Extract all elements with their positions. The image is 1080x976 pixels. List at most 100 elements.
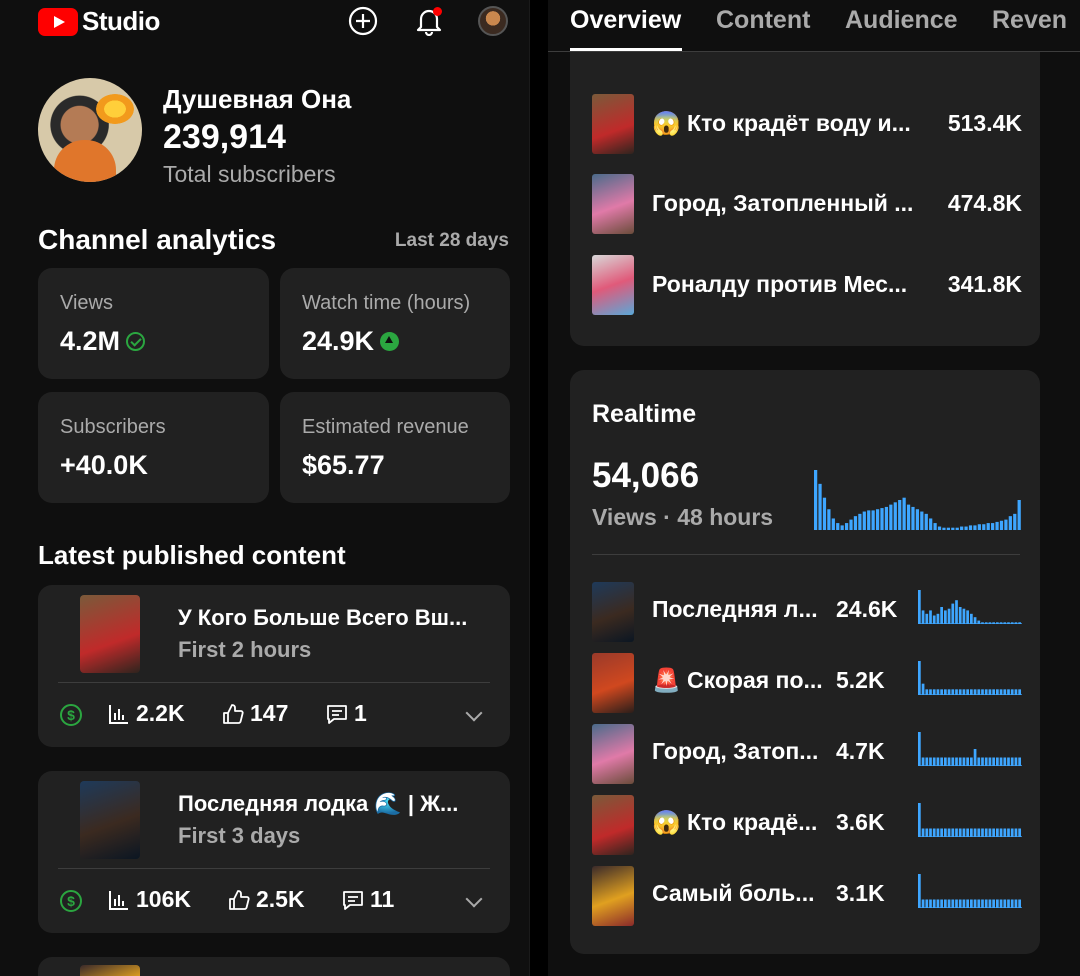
chart-bar — [1010, 622, 1014, 624]
chart-bar — [929, 828, 932, 837]
video-thumbnail[interactable] — [80, 595, 140, 673]
metric-card-revenue[interactable]: Estimated revenue $65.77 — [280, 392, 510, 503]
video-title: Город, Затопленный ... — [652, 190, 914, 216]
comment-icon — [343, 890, 363, 910]
chart-bar — [918, 732, 921, 766]
chart-bar — [925, 899, 929, 908]
chart-bar — [1014, 622, 1018, 624]
chevron-down-icon[interactable] — [465, 704, 483, 722]
divider — [592, 554, 1020, 555]
content-card[interactable]: У Кого Больше Всего Вш... First 2 hours … — [38, 585, 510, 747]
studio-logo[interactable]: Studio — [38, 6, 160, 37]
tab-overview[interactable]: Overview — [570, 6, 682, 34]
video-thumbnail — [592, 582, 634, 642]
top-video-row[interactable]: Город, Затопленный ... 474.8K — [592, 174, 1022, 236]
realtime-video-row[interactable]: 🚨 Скорая по... 5.2K — [592, 653, 1022, 713]
chart-bar — [966, 899, 969, 908]
chart-bar — [925, 613, 929, 624]
realtime-video-row[interactable]: Последняя л... 24.6K — [592, 582, 1022, 642]
chart-bar — [977, 689, 981, 695]
chart-bar — [988, 622, 992, 624]
divider — [58, 682, 490, 683]
top-video-row[interactable]: Роналду против Мес... 341.8K — [592, 255, 1022, 317]
chart-bar — [940, 899, 943, 908]
chart-bar — [988, 899, 992, 908]
channel-analytics-title: Channel analytics — [38, 224, 277, 255]
video-thumbnail[interactable] — [80, 781, 140, 859]
monetization-dollar-icon: $ — [60, 890, 82, 912]
chart-bar — [921, 683, 925, 695]
metric-card-subscribers[interactable]: Subscribers +40.0K — [38, 392, 269, 503]
chart-bar — [986, 523, 990, 530]
chart-bar — [1010, 828, 1014, 837]
video-thumbnail[interactable] — [80, 965, 140, 976]
total-subscribers-count: 239,914 — [163, 118, 286, 156]
chart-bar — [921, 899, 925, 908]
chart-bar — [932, 899, 936, 908]
chart-bar — [1007, 828, 1010, 837]
chart-bar — [992, 689, 995, 695]
tab-revenue[interactable]: Reven — [992, 6, 1068, 34]
chart-bar — [981, 757, 984, 766]
video-views: 24.6K — [836, 596, 898, 622]
chart-bar — [1014, 899, 1018, 908]
bar-chart-icon — [109, 704, 128, 724]
realtime-card[interactable]: Realtime 54,066 Views · 48 hours Последн… — [570, 370, 1040, 954]
chart-bar — [918, 661, 921, 695]
chart-bar — [984, 622, 988, 624]
realtime-video-row[interactable]: Город, Затоп... 4.7K — [592, 724, 1022, 784]
video-thumbnail — [592, 174, 634, 234]
notifications-bell-icon[interactable] — [412, 4, 446, 38]
video-views: 341.8K — [947, 271, 1022, 297]
chart-bar — [915, 509, 920, 530]
account-avatar[interactable] — [476, 4, 510, 38]
chart-bar — [964, 526, 968, 530]
metric-card-views[interactable]: Views 4.2M — [38, 268, 269, 379]
analytics-tabs: Overview Content Audience Reven — [548, 0, 1080, 52]
tab-content[interactable]: Content — [716, 6, 811, 34]
chart-bar — [955, 600, 958, 624]
chart-bar — [962, 899, 966, 908]
chart-bar — [996, 828, 999, 837]
chart-bar — [1008, 516, 1012, 530]
chart-bar — [996, 757, 999, 766]
chart-bar — [898, 500, 902, 530]
metric-card-watch-time[interactable]: Watch time (hours) 24.9K — [280, 268, 510, 379]
chart-bar — [973, 828, 977, 837]
chart-bar — [1007, 757, 1010, 766]
analytics-panel: 😱 Кто крадёт воду и... 513.4K Город, Зат… — [548, 0, 1080, 976]
chart-bar — [947, 828, 951, 837]
chart-bar — [944, 610, 947, 624]
chart-bar — [1010, 689, 1014, 695]
chart-bar — [1018, 757, 1021, 766]
chart-bar — [920, 511, 924, 530]
top-video-row[interactable]: 😱 Кто крадёт воду и... 513.4K — [592, 94, 1022, 156]
chart-bar — [1007, 622, 1010, 624]
chart-bar — [875, 509, 880, 530]
chart-bar — [944, 828, 947, 837]
chart-bar — [999, 828, 1003, 837]
create-plus-icon[interactable] — [346, 4, 380, 38]
chart-bar — [981, 622, 984, 624]
chevron-down-icon[interactable] — [465, 890, 483, 908]
chart-bar — [1018, 689, 1021, 695]
chart-bar — [1010, 757, 1014, 766]
chart-bar — [831, 518, 835, 530]
chart-bar — [951, 689, 955, 695]
chart-bar — [999, 899, 1003, 908]
views-stat: 106K — [108, 886, 191, 913]
content-card-partial[interactable] — [38, 957, 510, 976]
chart-bar — [925, 828, 929, 837]
tab-audience[interactable]: Audience — [845, 6, 958, 34]
studio-logo-text: Studio — [82, 6, 160, 36]
video-sparkline — [918, 732, 1022, 766]
chart-bar — [925, 689, 929, 695]
notification-dot — [433, 7, 442, 16]
chart-bar — [991, 523, 995, 530]
chart-bar — [862, 511, 866, 530]
chart-bar — [936, 828, 940, 837]
realtime-video-row[interactable]: 😱 Кто крадё... 3.6K — [592, 795, 1022, 855]
realtime-video-row[interactable]: Самый боль... 3.1K — [592, 866, 1022, 926]
chart-bar — [944, 899, 947, 908]
content-card[interactable]: Последняя лодка 🌊 | Ж... First 3 days $ … — [38, 771, 510, 933]
